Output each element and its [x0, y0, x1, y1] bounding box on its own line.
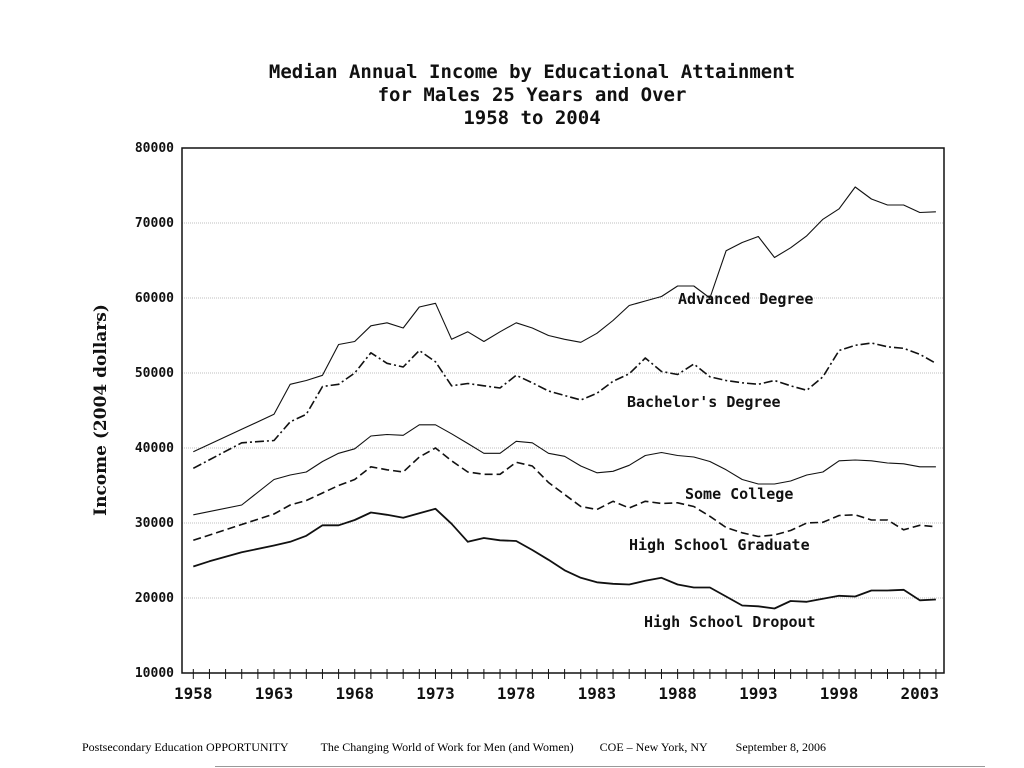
chart-title-line-3: 1958 to 2004	[463, 107, 600, 129]
x-tick-label: 1998	[820, 684, 859, 703]
y-tick-label: 70000	[135, 216, 174, 231]
x-tick-label: 1978	[497, 684, 536, 703]
series-line-some-college	[193, 424, 936, 516]
y-tick-label: 10000	[135, 666, 174, 681]
y-tick-label: 80000	[135, 141, 174, 156]
footer-rule	[215, 766, 985, 767]
y-tick-label: 30000	[135, 516, 174, 531]
y-tick-label: 50000	[135, 366, 174, 381]
x-ticks: 1958 1963 1968 1973 1978 1983 1988 1993 1998 2003	[174, 669, 939, 703]
series-layer	[192, 186, 937, 610]
footer-talk-title: The Changing World of Work for Men (and …	[320, 740, 574, 754]
series-line-high-school-graduate	[193, 447, 936, 542]
x-tick-label: 1958	[174, 684, 213, 703]
footer-venue: COE – New York, NY	[599, 740, 708, 754]
label-advanced-degree: Advanced Degree	[678, 290, 813, 308]
grid-layer	[182, 222, 944, 599]
y-tick-label: 60000	[135, 291, 174, 306]
y-ticks: 10000 20000 30000 40000 50000 60000 70000 80000	[135, 141, 174, 681]
plot-frame	[181, 147, 945, 674]
series-line-high-school-dropout	[193, 507, 936, 610]
y-axis-label: Income (2004 dollars)	[91, 304, 111, 516]
label-high-school-graduate: High School Graduate	[629, 536, 810, 554]
chart-title-line-1: Median Annual Income by Educational Atta…	[269, 61, 795, 83]
y-tick-label: 20000	[135, 591, 174, 606]
footer-publication: Postsecondary Education OPPORTUNITY	[82, 740, 289, 754]
label-high-school-dropout: High School Dropout	[644, 613, 816, 631]
series-line-bachelor-s-degree	[192, 342, 937, 470]
x-tick-label: 1968	[335, 684, 374, 703]
x-tick-label: 1988	[658, 684, 697, 703]
footer-date: September 8, 2006	[735, 740, 826, 754]
label-some-college: Some College	[685, 485, 793, 503]
slide-footer: Postsecondary Education OPPORTUNITY The …	[82, 740, 982, 755]
x-tick-label: 2003	[901, 684, 940, 703]
chart-title-line-2: for Males 25 Years and Over	[378, 84, 687, 106]
label-bachelors-degree: Bachelor's Degree	[627, 393, 781, 411]
y-tick-label: 40000	[135, 441, 174, 456]
x-tick-label: 1963	[255, 684, 294, 703]
x-tick-label: 1993	[739, 684, 778, 703]
x-tick-label: 1973	[416, 684, 455, 703]
income-chart: Median Annual Income by Educational Atta…	[91, 61, 945, 703]
series-line-advanced-degree	[193, 186, 936, 453]
x-tick-label: 1983	[578, 684, 617, 703]
